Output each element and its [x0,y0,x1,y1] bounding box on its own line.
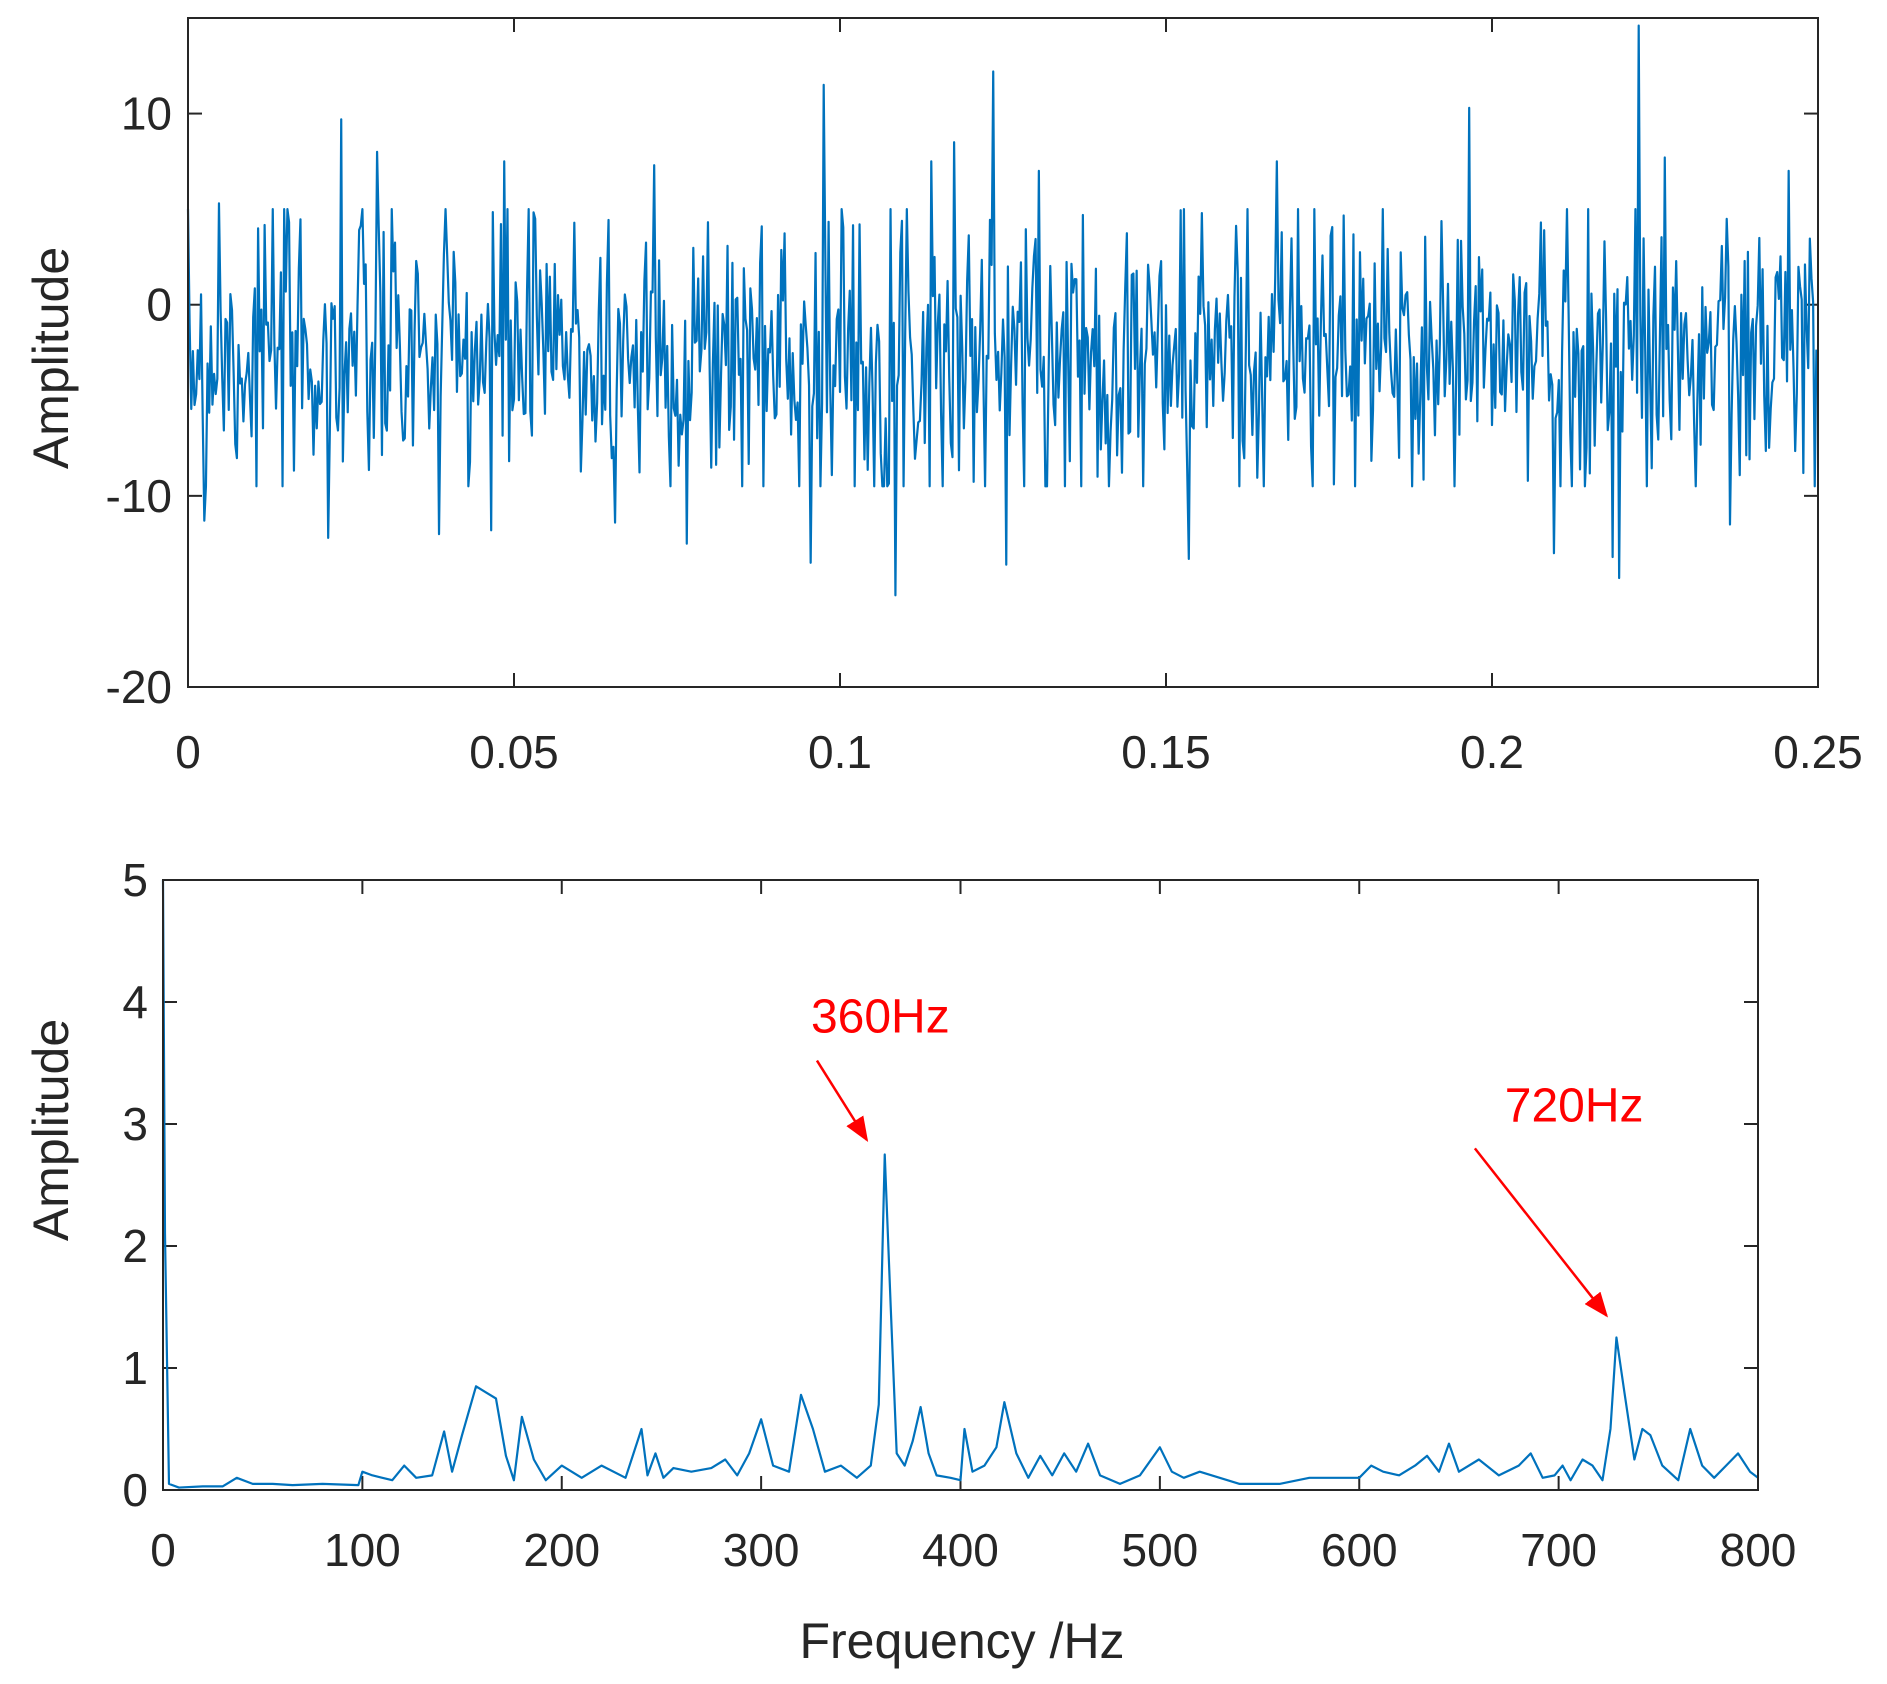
x-tick-label-bottom-2: 200 [523,1524,600,1576]
time-domain-chart: Amplitude 0 0.05 0.1 0.15 0.2 0.25 -20 -10 0 10 [23,17,1863,778]
x-tick-label-bottom-7: 700 [1520,1524,1597,1576]
spectrum-line [161,879,1759,1489]
y-tick-label-top-0: -20 [106,661,172,713]
peak-annotation-label-1: 720Hz [1505,1080,1644,1133]
x-tick-label-bottom-3: 300 [723,1524,800,1576]
peak-annotation-arrow-1 [1473,1147,1609,1318]
x-axis-label-bottom: Frequency /Hz [799,1613,1124,1669]
peak-annotations: 360Hz 720Hz [811,991,1644,1318]
x-tick-label-bottom-4: 400 [922,1524,999,1576]
x-ticks-bottom: 0 100 200 300 400 500 600 700 800 [150,880,1796,1576]
y-tick-label-top-1: -10 [106,470,172,522]
y-ticks-bottom: 0 1 2 3 4 5 [122,854,1758,1516]
x-tick-label-top-0: 0 [175,726,201,778]
x-tick-label-top-2: 0.1 [808,726,872,778]
plot-frame-top [187,17,1819,688]
plot-frame-bottom [162,879,1759,1491]
x-ticks-top: 0 0.05 0.1 0.15 0.2 0.25 [175,18,1863,778]
y-tick-label-top-3: 10 [121,88,172,140]
x-tick-label-top-1: 0.05 [469,726,559,778]
x-tick-label-bottom-8: 800 [1720,1524,1797,1576]
y-axis-label-top: Amplitude [23,247,79,469]
y-axis-label-bottom: Amplitude [23,1019,79,1241]
y-tick-label-top-2: 0 [146,279,172,331]
y-tick-label-bottom-2: 2 [122,1220,148,1272]
x-tick-label-top-3: 0.15 [1121,726,1211,778]
time-signal-line [186,24,1818,597]
spectrum-chart: Amplitude Frequency /Hz 0 100 200 300 400 500… [23,854,1796,1669]
x-tick-label-bottom-0: 0 [150,1524,176,1576]
y-ticks-top: -20 -10 0 10 [106,88,1818,713]
x-tick-label-bottom-5: 500 [1122,1524,1199,1576]
y-tick-label-bottom-0: 0 [122,1464,148,1516]
y-tick-label-bottom-1: 1 [122,1342,148,1394]
peak-annotation-arrow-0 [815,1059,869,1142]
x-tick-label-top-5: 0.25 [1773,726,1863,778]
x-tick-label-top-4: 0.2 [1460,726,1524,778]
x-tick-label-bottom-1: 100 [324,1524,401,1576]
x-tick-label-bottom-6: 600 [1321,1524,1398,1576]
y-tick-label-bottom-4: 4 [122,976,148,1028]
peak-annotation-label-0: 360Hz [811,991,950,1044]
y-tick-label-bottom-3: 3 [122,1098,148,1150]
y-tick-label-bottom-5: 5 [122,854,148,906]
